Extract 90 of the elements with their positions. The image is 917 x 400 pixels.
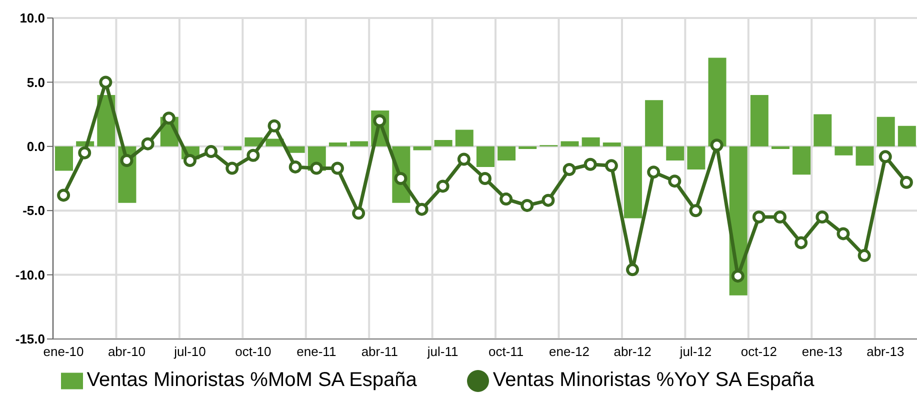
point [226,162,239,175]
bar [645,100,664,146]
point [120,154,134,168]
x-tick-label: oct-12 [740,344,778,360]
point [668,174,682,188]
bar [876,116,895,146]
point [373,114,386,128]
x-tick-label: abr-11 [361,344,398,360]
point [731,270,744,283]
bar [624,146,642,218]
point [99,76,112,89]
x-tick-label: ene-12 [549,344,590,360]
point [394,172,408,185]
x-tick-label: oct-11 [488,344,524,360]
bar [224,146,242,150]
point [457,152,470,166]
x-tick-label: abr-13 [866,344,904,360]
bar [834,146,853,156]
bar [814,114,832,146]
bar [666,146,684,161]
point [78,146,92,160]
point [647,166,660,179]
bar [518,146,537,149]
point [288,160,302,174]
point [836,227,850,240]
x-tick-label: ene-11 [296,344,336,360]
bar [55,146,73,171]
point [542,194,555,207]
y-tick-label: -5.0 [22,203,45,218]
x-tick-label: jul-12 [678,344,712,360]
bar [498,146,516,161]
bar [434,140,452,146]
point [752,210,766,224]
point [900,176,913,189]
y-tick-label: 5.0 [26,74,45,90]
point [141,137,154,150]
x-tick-label: ene-10 [43,344,84,360]
bar [792,146,811,175]
point [878,150,892,164]
point [478,172,492,185]
bar [602,142,621,146]
y-tick-label: 0.0 [26,139,45,154]
point [794,236,808,250]
point [57,188,70,202]
point [604,159,618,172]
bar [560,141,579,146]
point [689,204,702,218]
point [626,263,640,276]
bar [286,146,305,153]
y-tick-label: -15.0 [15,332,45,347]
point [500,192,513,206]
point [562,163,576,176]
point [436,180,450,193]
bar [708,58,726,146]
y-tick-label: 10.0 [20,10,45,26]
point [710,138,724,152]
bar [328,142,347,146]
bar [413,146,432,150]
bar [476,146,494,167]
bar [455,130,474,146]
bar [350,141,368,146]
y-tick-label: -10.0 [15,267,45,282]
point [162,112,176,125]
point [268,119,281,132]
x-tick-label: abr-12 [614,344,652,360]
point [246,148,260,162]
bar [856,146,874,166]
point [415,202,428,216]
point [520,198,534,212]
point [204,145,218,158]
point [183,154,196,168]
point [858,249,871,262]
x-tick-label: jul-10 [173,344,206,360]
point [774,210,787,224]
bar [687,146,706,170]
bar [898,126,916,146]
point [584,158,597,171]
point [330,162,344,175]
bar [582,137,600,146]
x-tick-label: jul-11 [426,344,458,360]
x-tick-label: oct-10 [235,344,272,360]
legend-label: Ventas Minoristas %YoY SA España [492,369,814,391]
point [310,162,323,175]
bar [750,95,768,146]
point [816,210,829,224]
legend-label: Ventas Minoristas %MoM SA España [86,369,417,391]
bar [771,146,790,149]
x-tick-label: abr-10 [108,344,146,360]
x-tick-label: ene-13 [802,344,842,360]
point [352,206,366,220]
